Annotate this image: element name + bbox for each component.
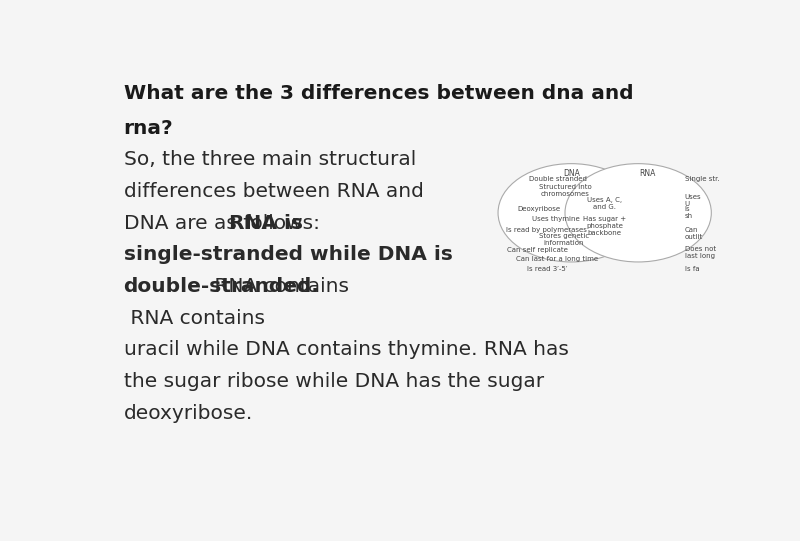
Text: Is read by polymerases: Is read by polymerases — [506, 227, 587, 233]
Text: rna?: rna? — [123, 119, 173, 138]
Text: Is fa: Is fa — [685, 266, 699, 272]
Text: Uses A, C,
and G.: Uses A, C, and G. — [587, 197, 622, 210]
Text: single-stranded while DNA is: single-stranded while DNA is — [123, 245, 453, 265]
Text: Deoxyribose: Deoxyribose — [518, 206, 561, 212]
Text: Structured into
chromosomes: Structured into chromosomes — [538, 184, 591, 197]
Text: deoxyribose.: deoxyribose. — [123, 404, 253, 423]
Text: Single str.: Single str. — [685, 176, 719, 182]
Text: Stores genetic
information: Stores genetic information — [538, 233, 589, 246]
Text: Uses thymine: Uses thymine — [532, 216, 579, 222]
Text: RNA: RNA — [639, 169, 656, 177]
Text: Is read 3′-5′: Is read 3′-5′ — [527, 266, 568, 272]
Text: Can self replicate: Can self replicate — [506, 247, 567, 253]
Text: Can
outlit: Can outlit — [685, 227, 703, 240]
Circle shape — [498, 163, 644, 262]
Text: DNA are as follows:: DNA are as follows: — [123, 214, 326, 233]
Text: the sugar ribose while DNA has the sugar: the sugar ribose while DNA has the sugar — [123, 372, 544, 391]
Text: uracil while DNA contains thymine. RNA has: uracil while DNA contains thymine. RNA h… — [123, 340, 569, 359]
Text: differences between RNA and: differences between RNA and — [123, 182, 423, 201]
Text: Uses
U: Uses U — [685, 194, 702, 207]
Text: Is
sh: Is sh — [685, 206, 693, 219]
Text: RNA is: RNA is — [229, 214, 303, 233]
Text: DNA: DNA — [562, 169, 580, 177]
Text: Can last for a long time: Can last for a long time — [517, 256, 598, 262]
Text: RNA contains: RNA contains — [123, 308, 265, 328]
Text: So, the three main structural: So, the three main structural — [123, 150, 416, 169]
Text: RNA contains: RNA contains — [208, 277, 349, 296]
Text: What are the 3 differences between dna and: What are the 3 differences between dna a… — [123, 84, 633, 103]
Text: Has sugar +
phosphate
backbone: Has sugar + phosphate backbone — [583, 216, 626, 236]
Text: Double stranded: Double stranded — [529, 176, 586, 182]
Circle shape — [565, 163, 711, 262]
Text: Does not
last long: Does not last long — [685, 246, 716, 259]
Text: double-stranded.: double-stranded. — [123, 277, 319, 296]
